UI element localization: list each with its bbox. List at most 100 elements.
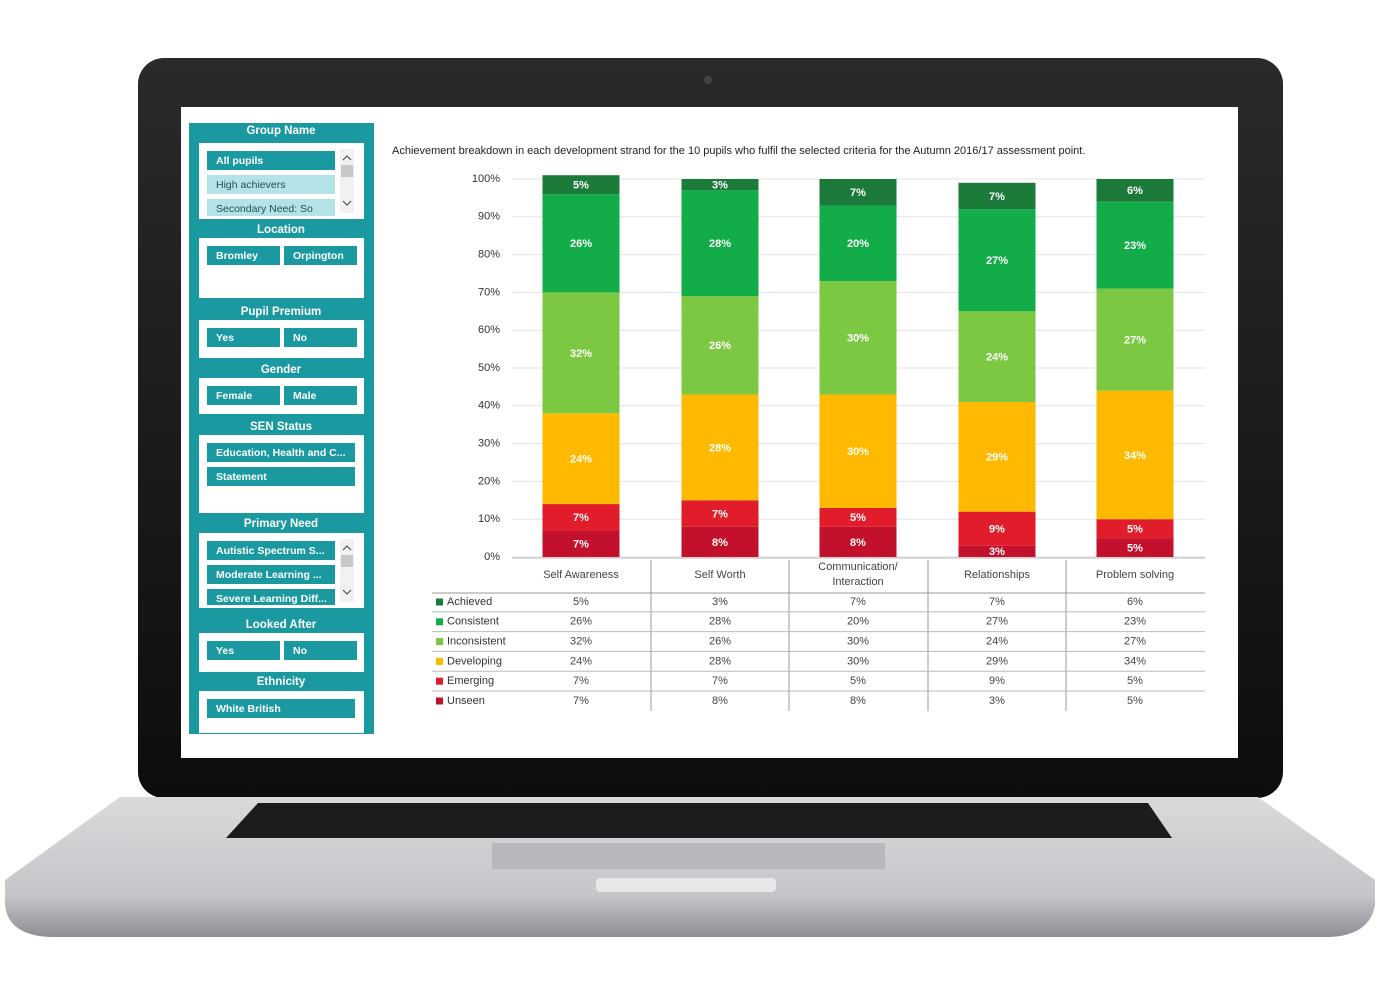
y-tick-label: 0% [484,551,500,563]
filter-button-label: Moderate Learning ... [216,569,322,581]
bar-segment [1096,201,1174,289]
bar-segment [819,507,897,527]
data-label: 5% [850,512,866,524]
filter-button-label: Severe Learning Diff... [216,593,327,605]
table-cell: 5% [850,675,866,687]
filter-items: Yes No [207,641,357,660]
filter-button-label: Yes [216,645,234,657]
table-cell: 32% [570,636,592,648]
filter-title: Looked After [246,619,317,631]
filter-button[interactable] [207,443,355,462]
table-cell: 7% [573,675,589,687]
legend-swatch [436,618,443,626]
scroll-down [342,589,352,595]
filter-button-label: Male [293,390,317,402]
lid-notch [596,878,776,892]
table-cell: 28% [709,616,731,628]
x-tick-label: Problem solving [1096,569,1174,581]
table-cell: 27% [986,616,1008,628]
table-cell: 23% [1124,616,1146,628]
table-cell: 8% [850,695,866,707]
filter-button[interactable] [207,151,335,170]
filter-button[interactable] [284,386,357,405]
table-cell: 30% [847,636,869,648]
filter-items: Education, Health and C... Statement [207,443,355,486]
table-cell: 20% [847,616,869,628]
data-label: 28% [709,238,731,250]
bar-segment [1096,538,1174,557]
x-tick-label: Self Awareness [543,569,619,581]
legend-label: Achieved [447,596,492,608]
bar-segment [681,296,759,395]
scroll-thumb[interactable] [341,165,353,177]
legend-swatch [436,697,443,705]
table-cell: 5% [1127,695,1143,707]
y-tick-label: 90% [478,211,500,223]
bar-segment [681,190,759,297]
table-cell: 30% [847,655,869,667]
filter-button[interactable] [207,246,280,265]
bar-segment [819,526,897,557]
scrollbar[interactable] [340,149,354,213]
filter-title: Pupil Premium [241,306,322,318]
y-tick-label: 40% [478,400,500,412]
filter-items: Female Male [207,386,357,405]
camera [704,76,712,84]
filter-title: Group Name [246,125,315,137]
data-label: 7% [850,187,866,199]
scroll-thumb[interactable] [341,555,353,567]
filter-button[interactable] [207,565,335,584]
bar-segment [958,311,1036,403]
filter-button[interactable] [207,386,280,405]
table-cell: 24% [986,636,1008,648]
data-label: 26% [570,238,592,250]
bar-segment [542,194,620,293]
data-label: 26% [709,340,731,352]
filter-button[interactable] [207,541,335,560]
filter-button-label: Yes [216,332,234,344]
table-cell: 34% [1124,655,1146,667]
bar-segment [542,175,620,195]
filter-button[interactable] [207,175,335,194]
data-label: 5% [573,180,589,192]
filter-button[interactable] [284,328,357,347]
x-tick-label: Self Worth [694,569,745,581]
filter-button[interactable] [284,641,357,660]
y-tick-label: 30% [478,438,500,450]
scroll-up [342,545,352,551]
filter-button[interactable] [207,467,355,486]
legend-label: Unseen [447,695,485,707]
scrollbar[interactable] [340,539,354,602]
data-label: 7% [989,191,1005,203]
filter-button[interactable] [207,641,280,660]
bar-segment [958,402,1036,512]
data-label: 5% [1127,542,1143,554]
filter-button[interactable] [207,328,280,347]
bar-segment [819,394,897,508]
data-label: 6% [1127,185,1143,197]
filter-panel [189,123,374,734]
filter-button[interactable] [207,589,335,608]
filter-items: Yes No [207,328,357,347]
bar-segment [1096,288,1174,391]
data-label: 32% [570,348,592,360]
bar-segment [1096,390,1174,520]
table-cell: 8% [712,695,728,707]
table-cell: 5% [573,596,589,608]
scroll-down [342,200,352,206]
y-tick-label: 70% [478,286,500,298]
legend-swatch [436,638,443,646]
filter-button[interactable] [207,699,355,718]
table-cell: 6% [1127,596,1143,608]
filter-button[interactable] [284,246,357,265]
legend-label: Developing [447,655,502,667]
filter-items: Autistic Spectrum S... Moderate Learning … [207,541,335,608]
filter-items: Bromley Orpington [207,246,357,265]
legend-swatch [436,677,443,685]
filter-button[interactable] [207,199,335,218]
bar-segment [542,292,620,414]
table-cell: 3% [989,695,1005,707]
filter-button-label: Secondary Need: So [216,203,313,215]
legend-swatch [436,598,443,606]
bar-segment [542,413,620,505]
